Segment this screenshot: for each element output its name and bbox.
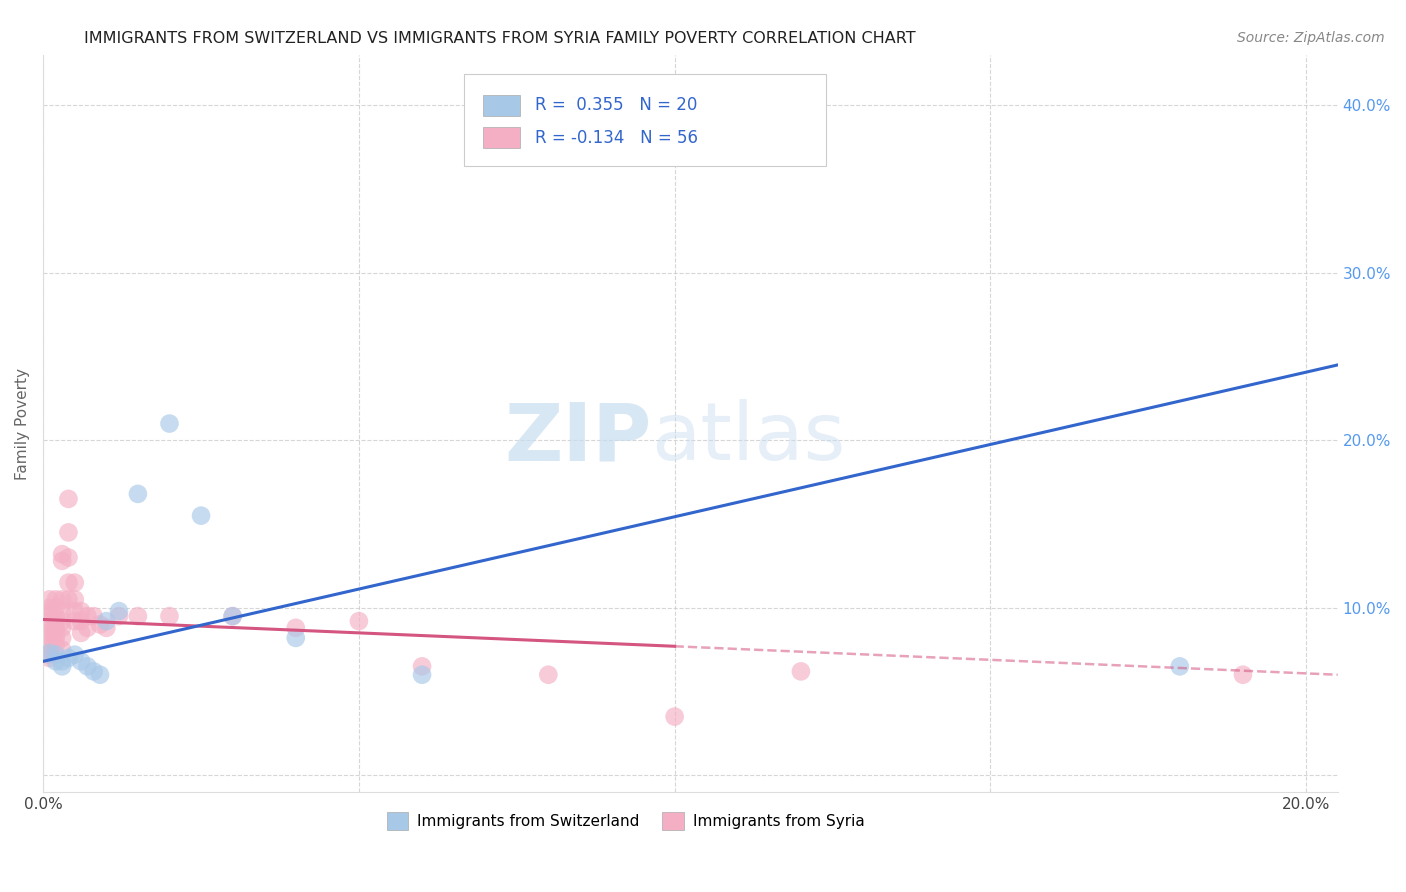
Point [63,604,86,618]
Point [58,651,80,665]
Point [63,614,86,628]
Point [51,642,73,657]
Point [63,592,86,607]
Point [45,614,67,628]
Point [790,665,813,679]
Point [190,508,212,523]
Point [38,614,60,628]
Point [45,631,67,645]
Point [1168,659,1191,673]
Point [38,631,60,645]
FancyBboxPatch shape [484,128,520,148]
Point [58,525,80,540]
Point [51,614,73,628]
Point [45,600,67,615]
Point [537,667,560,681]
Point [51,604,73,618]
Point [83,609,105,624]
Point [45,609,67,624]
Point [411,667,433,681]
Point [45,654,67,668]
Point [51,547,73,561]
Point [51,659,73,673]
Point [70,654,93,668]
Point [411,659,433,673]
Point [127,487,149,501]
FancyBboxPatch shape [464,73,827,166]
Point [45,621,67,635]
Point [38,604,60,618]
Point [108,604,131,618]
Point [38,651,60,665]
Point [83,665,105,679]
Point [89,617,111,632]
Point [51,654,73,668]
Point [70,625,93,640]
FancyBboxPatch shape [484,95,520,116]
Point [89,667,111,681]
Point [108,609,131,624]
Point [284,631,307,645]
Point [96,621,118,635]
Point [38,638,60,652]
Point [76,609,98,624]
Point [38,621,60,635]
Point [58,592,80,607]
Point [58,550,80,565]
Point [45,648,67,662]
Point [63,575,86,590]
Point [45,625,67,640]
Point [1232,667,1254,681]
Point [159,609,181,624]
Point [76,659,98,673]
Text: ZIP: ZIP [505,400,651,477]
Point [51,621,73,635]
Point [38,607,60,622]
Point [38,648,60,662]
Point [38,642,60,657]
Point [96,614,118,628]
Point [45,592,67,607]
Point [664,709,686,723]
Point [45,638,67,652]
Point [51,631,73,645]
Point [221,609,243,624]
Point [221,609,243,624]
Point [76,621,98,635]
Point [58,491,80,506]
Point [70,614,93,628]
Point [159,417,181,431]
Text: IMMIGRANTS FROM SWITZERLAND VS IMMIGRANTS FROM SYRIA FAMILY POVERTY CORRELATION : IMMIGRANTS FROM SWITZERLAND VS IMMIGRANT… [84,31,915,46]
Text: R =  0.355   N = 20: R = 0.355 N = 20 [536,96,697,114]
Point [127,609,149,624]
Text: R = -0.134   N = 56: R = -0.134 N = 56 [536,128,699,146]
Point [347,614,370,628]
Point [70,604,93,618]
Point [38,600,60,615]
Text: atlas: atlas [651,400,846,477]
Point [58,575,80,590]
Point [38,592,60,607]
Point [63,648,86,662]
Point [38,646,60,660]
Point [284,621,307,635]
Text: Source: ZipAtlas.com: Source: ZipAtlas.com [1237,31,1385,45]
Legend: Immigrants from Switzerland, Immigrants from Syria: Immigrants from Switzerland, Immigrants … [381,806,870,836]
Point [51,592,73,607]
Point [51,554,73,568]
Point [38,625,60,640]
Y-axis label: Family Poverty: Family Poverty [15,368,30,480]
